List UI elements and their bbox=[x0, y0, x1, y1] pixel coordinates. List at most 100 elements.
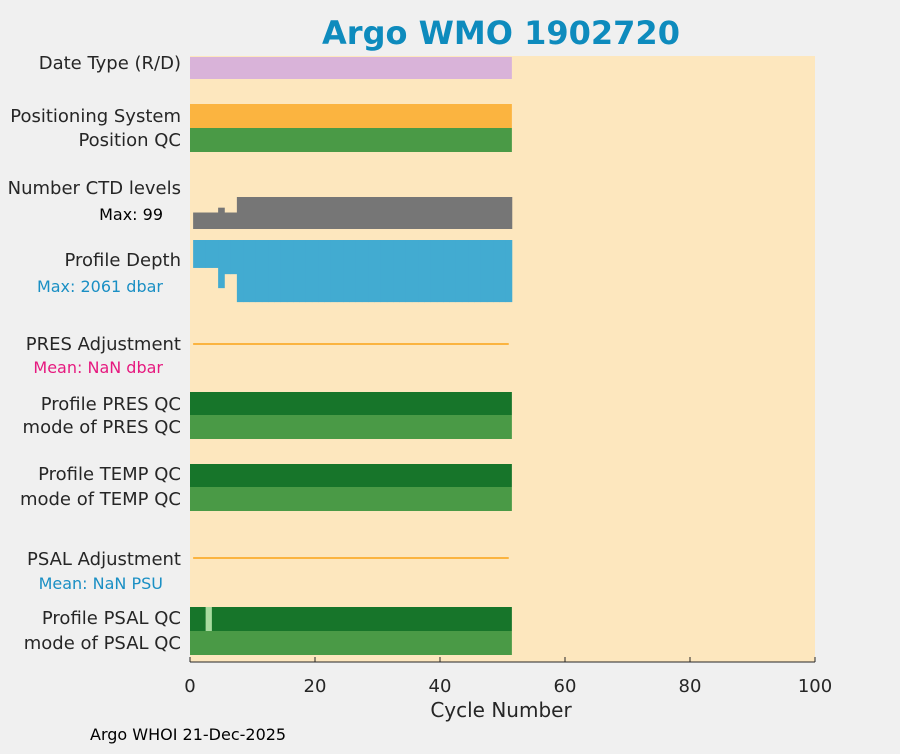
row-sublabel-number-ctd-levels: Max: 99 bbox=[99, 205, 163, 224]
row-label-positioning-system: Positioning System bbox=[10, 106, 181, 127]
profile-depth-bar bbox=[280, 240, 288, 303]
profile-depth-bar bbox=[330, 240, 338, 303]
row-label-date-type-r-d: Date Type (R/D) bbox=[39, 53, 181, 74]
ctd-levels-bar bbox=[405, 197, 413, 229]
row-sublabel-psal-adjustment: Mean: NaN PSU bbox=[39, 574, 163, 593]
plot-background bbox=[190, 56, 815, 662]
x-tick-label: 20 bbox=[304, 676, 327, 697]
ctd-levels-bar bbox=[230, 212, 238, 229]
profile-depth-bar bbox=[399, 240, 407, 303]
profile-depth-bar bbox=[480, 240, 488, 303]
profile-depth-bar bbox=[236, 240, 244, 303]
ctd-levels-bar bbox=[418, 197, 425, 229]
row-label-position-qc: Position QC bbox=[78, 130, 181, 151]
ctd-levels-bar bbox=[305, 197, 313, 229]
chart-title: Argo WMO 1902720 bbox=[322, 14, 680, 52]
profile-depth-bar bbox=[311, 240, 319, 303]
ctd-levels-bar bbox=[386, 197, 394, 229]
ctd-levels-bar bbox=[268, 197, 275, 229]
bar-profile-psal-qc bbox=[190, 607, 512, 631]
profile-depth-bar bbox=[355, 240, 363, 303]
ctd-levels-bar bbox=[349, 197, 357, 229]
ctd-levels-bar bbox=[324, 197, 332, 229]
ctd-levels-bar bbox=[380, 197, 388, 229]
ctd-levels-bar bbox=[480, 197, 488, 229]
x-tick-label: 0 bbox=[184, 676, 195, 697]
profile-depth-bar bbox=[436, 240, 444, 303]
profile-depth-bar bbox=[424, 240, 432, 303]
profile-depth-bar bbox=[449, 240, 457, 303]
ctd-levels-bar bbox=[299, 197, 307, 229]
ctd-levels-bar bbox=[330, 197, 338, 229]
profile-depth-bar bbox=[293, 240, 300, 303]
ctd-levels-bar bbox=[424, 197, 432, 229]
ctd-levels-bar bbox=[274, 197, 282, 229]
profile-depth-bar bbox=[455, 240, 463, 303]
ctd-levels-bar bbox=[455, 197, 463, 229]
ctd-levels-bar bbox=[468, 197, 475, 229]
line-pres-adjustment bbox=[193, 343, 509, 345]
profile-depth-bar bbox=[299, 240, 307, 303]
profile-depth-bar bbox=[343, 240, 350, 303]
profile-depth-bar bbox=[405, 240, 413, 303]
bar-profile-temp-qc bbox=[190, 464, 512, 487]
ctd-levels-bar bbox=[505, 197, 513, 229]
row-label-psal-adjustment: PSAL Adjustment bbox=[27, 549, 181, 570]
row-label-profile-depth: Profile Depth bbox=[64, 250, 181, 271]
row-label-profile-pres-qc: Profile PRES QC bbox=[41, 394, 181, 415]
row-label-profile-temp-qc: Profile TEMP QC bbox=[38, 464, 181, 485]
profile-depth-bar bbox=[380, 240, 388, 303]
x-tick-label: 100 bbox=[798, 676, 832, 697]
ctd-levels-bar bbox=[436, 197, 444, 229]
ctd-levels-bar bbox=[343, 197, 350, 229]
ctd-levels-bar bbox=[280, 197, 288, 229]
x-tick-label: 40 bbox=[429, 676, 452, 697]
profile-depth-bar bbox=[499, 240, 507, 303]
profile-depth-bar bbox=[374, 240, 382, 303]
row-label-profile-psal-qc: Profile PSAL QC bbox=[42, 608, 181, 629]
profile-depth-bar bbox=[468, 240, 475, 303]
profile-depth-bar bbox=[243, 240, 250, 303]
profile-depth-bar bbox=[224, 240, 232, 275]
ctd-levels-bar bbox=[224, 212, 232, 229]
bar-mode-of-temp-qc bbox=[190, 487, 512, 511]
profile-depth-bar bbox=[386, 240, 394, 303]
bar-positioning-system bbox=[190, 104, 512, 128]
profile-depth-bar bbox=[349, 240, 357, 303]
profile-depth-bar bbox=[205, 240, 213, 268]
ctd-levels-bar bbox=[449, 197, 457, 229]
profile-depth-bar bbox=[255, 240, 263, 303]
ctd-levels-bar bbox=[399, 197, 407, 229]
profile-depth-bar bbox=[418, 240, 425, 303]
ctd-levels-bar bbox=[218, 207, 225, 229]
ctd-levels-bar bbox=[261, 197, 269, 229]
ctd-levels-bar bbox=[336, 197, 344, 229]
profile-depth-bar bbox=[336, 240, 344, 303]
x-tick-label: 80 bbox=[679, 676, 702, 697]
ctd-levels-bar bbox=[318, 197, 325, 229]
profile-depth-bar bbox=[393, 240, 400, 303]
ctd-levels-bar bbox=[393, 197, 400, 229]
ctd-levels-bar bbox=[493, 197, 500, 229]
ctd-levels-bar bbox=[430, 197, 438, 229]
profile-depth-bar bbox=[268, 240, 275, 303]
profile-depth-bar bbox=[411, 240, 419, 303]
bar-mode-of-pres-qc bbox=[190, 415, 512, 439]
ctd-levels-bar bbox=[361, 197, 369, 229]
ctd-levels-bar bbox=[368, 197, 375, 229]
ctd-levels-bar bbox=[205, 212, 213, 229]
profile-depth-bar bbox=[218, 240, 225, 289]
profile-depth-bar bbox=[368, 240, 375, 303]
profile-depth-bar bbox=[305, 240, 313, 303]
bar-mode-of-psal-qc bbox=[190, 631, 512, 655]
row-sublabel-pres-adjustment: Mean: NaN dbar bbox=[33, 358, 163, 377]
profile-depth-bar bbox=[361, 240, 369, 303]
ctd-levels-bar bbox=[236, 197, 244, 229]
row-label-number-ctd-levels: Number CTD levels bbox=[8, 178, 181, 199]
ctd-levels-bar bbox=[286, 197, 294, 229]
footer-text: Argo WHOI 21-Dec-2025 bbox=[90, 725, 287, 744]
profile-depth-bar bbox=[211, 240, 219, 268]
profile-depth-bar bbox=[493, 240, 500, 303]
